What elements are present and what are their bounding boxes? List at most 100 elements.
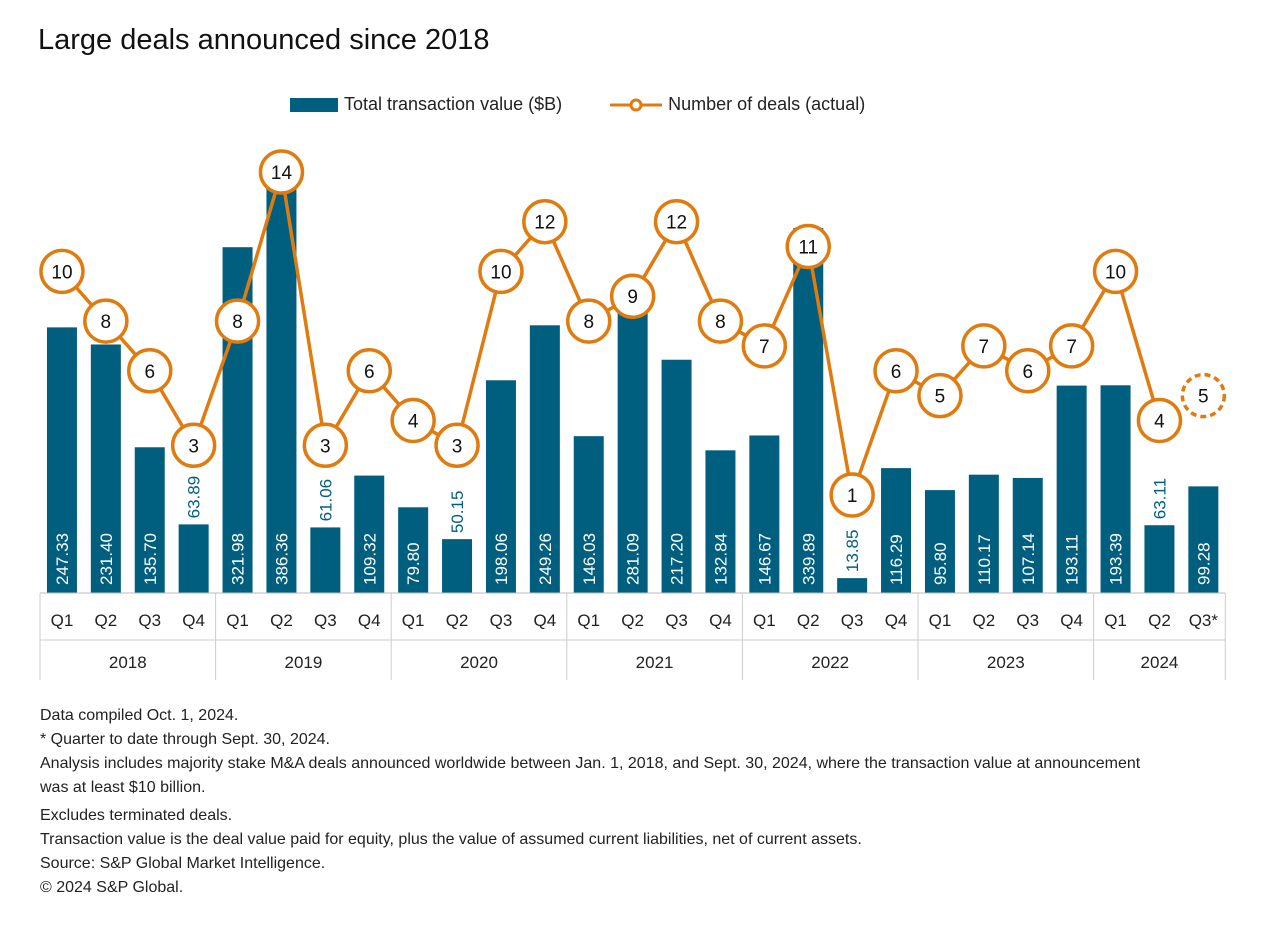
deal-data-label: 8	[715, 312, 726, 333]
bar	[266, 178, 297, 593]
legend-bar-swatch	[290, 97, 338, 112]
deal-data-label: 8	[101, 312, 112, 333]
deal-data-label: 6	[891, 362, 902, 383]
bar-data-label: 146.03	[580, 533, 599, 585]
bar	[749, 435, 780, 593]
deal-data-label: 3	[452, 436, 463, 457]
bar	[1188, 486, 1219, 593]
deal-point	[609, 273, 656, 319]
bar-data-label: 116.29	[887, 534, 906, 585]
deal-data-label: 10	[490, 262, 511, 283]
deal-point	[1048, 323, 1095, 369]
deal-point	[917, 372, 963, 419]
chart-title: Large deals announced since 2018	[38, 24, 490, 56]
bar-data-label: 107.14	[1019, 533, 1038, 585]
deal-point	[258, 149, 305, 195]
bar-data-label: 63.89	[185, 476, 204, 519]
footnote: Analysis includes majority stake M&A dea…	[40, 755, 1141, 796]
deal-data-label: 3	[320, 436, 331, 457]
quarter-tick-label: Q3	[1016, 611, 1039, 630]
deal-data-label: 6	[1022, 362, 1033, 383]
legend: Total transaction value ($B) Number of d…	[290, 94, 865, 115]
quarter-tick-label: Q2	[973, 611, 996, 630]
bar-data-label: 247.33	[53, 533, 72, 585]
quarter-tick-label: Q3	[841, 611, 864, 630]
deal-point	[697, 298, 744, 344]
bar	[310, 527, 341, 593]
deal-data-label: 8	[232, 312, 243, 333]
deal-point	[1180, 372, 1227, 419]
bar-data-label: 95.80	[931, 542, 950, 585]
quarter-tick-label: Q1	[929, 611, 952, 630]
deal-data-label: 10	[51, 262, 72, 283]
quarter-tick-label: Q2	[1148, 611, 1171, 630]
deal-data-label: 10	[1105, 262, 1126, 283]
legend-item-deals: Number of deals (actual)	[610, 94, 865, 115]
year-tick-label: 2018	[109, 653, 147, 672]
bar-data-label: 79.80	[404, 542, 423, 585]
legend-item-value: Total transaction value ($B)	[290, 94, 562, 115]
bar-data-label: 109.32	[360, 533, 379, 585]
deal-data-label: 6	[144, 362, 155, 383]
bar-data-label: 193.39	[1107, 533, 1126, 585]
bar-data-label: 249.26	[536, 533, 555, 585]
deal-point	[83, 298, 129, 344]
bar	[1012, 477, 1043, 593]
bar	[398, 507, 429, 593]
deal-point	[522, 198, 568, 245]
deal-point	[566, 298, 612, 344]
deal-point	[1005, 348, 1051, 394]
bar	[881, 468, 912, 593]
legend-label: Number of deals (actual)	[668, 94, 866, 114]
quarter-tick-label: Q4	[885, 611, 908, 630]
deal-point	[478, 248, 524, 295]
year-tick-label: 2021	[636, 653, 674, 672]
deal-point	[214, 298, 261, 344]
bar-data-label: 198.06	[492, 533, 511, 585]
bar-data-label: 50.15	[448, 491, 467, 534]
quarter-tick-label: Q4	[1060, 611, 1083, 630]
bar	[1100, 385, 1131, 593]
deal-point	[39, 248, 85, 295]
bar	[705, 450, 736, 593]
year-tick-label: 2023	[987, 653, 1025, 672]
quarter-tick-label: Q2	[446, 611, 469, 630]
bar	[968, 474, 999, 593]
deal-data-label: 7	[979, 337, 990, 358]
quarter-tick-label: Q4	[534, 611, 557, 630]
bar-data-label: 63.11	[1150, 478, 1169, 519]
footnote: * Quarter to date through Sept. 30, 2024…	[40, 731, 330, 748]
quarter-tick-label: Q1	[226, 611, 249, 630]
deal-data-label: 9	[627, 287, 638, 308]
quarter-tick-label: Q2	[270, 611, 293, 630]
deal-data-label: 5	[935, 387, 946, 408]
deal-point	[1136, 397, 1183, 444]
quarter-tick-label: Q1	[753, 611, 776, 630]
footnotes: Data compiled Oct. 1, 2024. * Quarter to …	[40, 704, 1160, 900]
quarter-tick-label: Q3*	[1189, 611, 1219, 630]
bar-data-label: 146.67	[755, 533, 774, 585]
bar-data-label: 193.11	[1063, 534, 1082, 585]
bar-data-label: 61.06	[316, 479, 335, 522]
deal-point	[346, 348, 392, 394]
bar-data-label: 13.85	[843, 530, 862, 573]
bar	[354, 475, 385, 593]
bar	[46, 327, 77, 593]
bar	[485, 380, 516, 593]
bar	[837, 578, 868, 593]
deal-data-label: 14	[271, 163, 293, 184]
bar	[924, 490, 955, 593]
quarter-tick-label: Q1	[402, 611, 425, 630]
legend-label: Total transaction value ($B)	[344, 94, 563, 114]
bar	[90, 344, 121, 593]
deal-data-label: 3	[188, 436, 199, 457]
bar	[1056, 385, 1087, 593]
deal-data-label: 12	[534, 213, 555, 234]
quarter-tick-label: Q3	[138, 611, 161, 630]
legend-line-swatch	[610, 98, 663, 111]
deal-data-label: 8	[583, 312, 594, 333]
deal-point	[127, 348, 173, 394]
deal-data-label: 6	[364, 362, 375, 383]
footnote: © 2024 S&P Global.	[40, 879, 184, 896]
